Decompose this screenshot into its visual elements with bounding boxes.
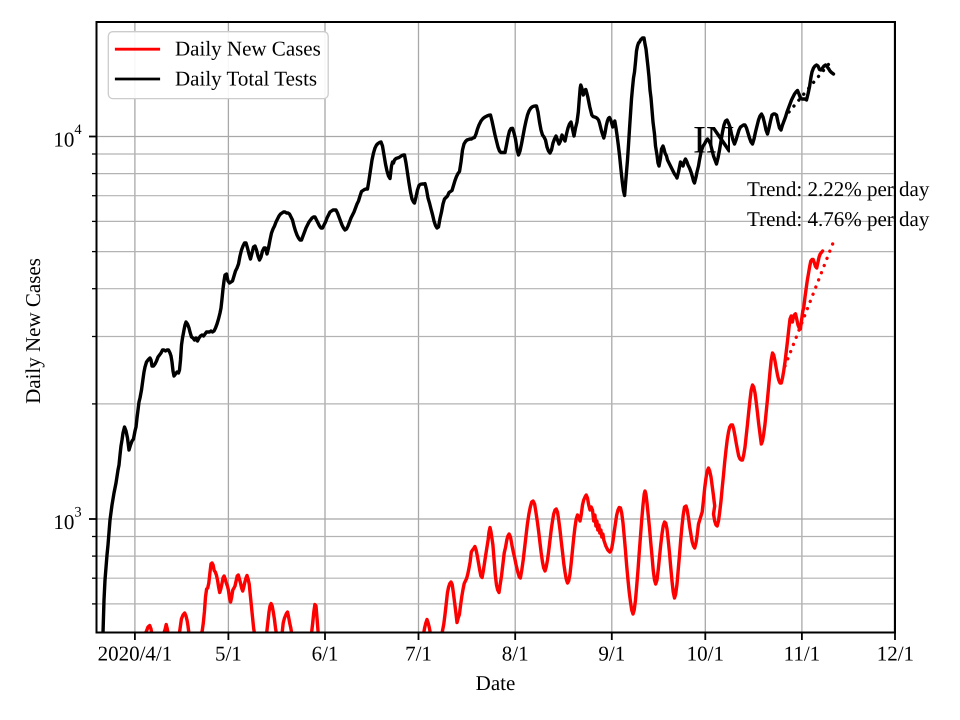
svg-text:5/1: 5/1: [215, 642, 242, 666]
svg-text:12/1: 12/1: [877, 642, 914, 666]
svg-text:Trend: 4.76% per day: Trend: 4.76% per day: [747, 207, 930, 231]
svg-text:9/1: 9/1: [598, 642, 625, 666]
svg-text:Daily Total Tests: Daily Total Tests: [175, 66, 317, 90]
svg-text:8/1: 8/1: [502, 642, 529, 666]
svg-text:11/1: 11/1: [784, 642, 821, 666]
svg-text:Daily New Cases: Daily New Cases: [175, 37, 321, 61]
svg-text:Date: Date: [476, 671, 516, 695]
svg-text:2020/4/1: 2020/4/1: [98, 642, 173, 666]
svg-text:Daily New Cases: Daily New Cases: [21, 258, 45, 404]
svg-text:Trend: 2.22% per day: Trend: 2.22% per day: [747, 177, 930, 201]
svg-text:7/1: 7/1: [405, 642, 432, 666]
svg-text:6/1: 6/1: [312, 642, 339, 666]
svg-text:10/1: 10/1: [687, 642, 724, 666]
